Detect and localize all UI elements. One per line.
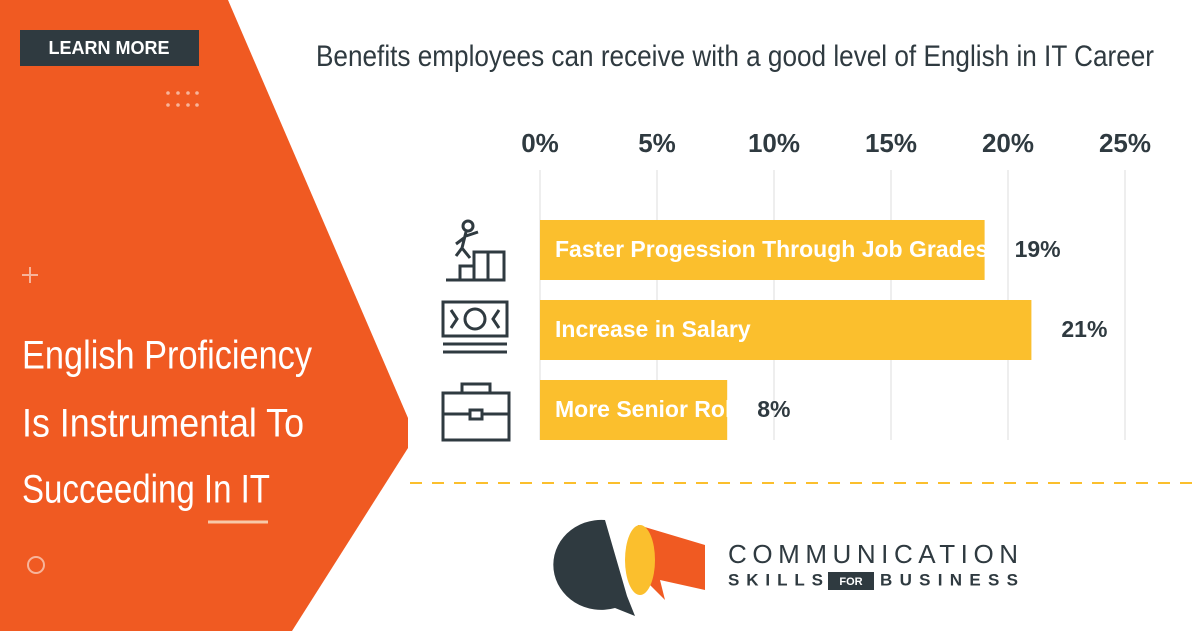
- value-label: 19%: [1015, 236, 1061, 262]
- x-tick-label: 20%: [982, 128, 1034, 158]
- logo-text: COMMUNICATION: [728, 539, 1018, 569]
- x-tick-label: 5%: [638, 128, 676, 158]
- circle-deco: [27, 556, 45, 574]
- value-label: 21%: [1061, 316, 1107, 342]
- headline: Succeeding In IT: [22, 468, 270, 512]
- bar: [540, 380, 728, 440]
- x-tick-label: 10%: [748, 128, 800, 158]
- value-label: 8%: [757, 396, 790, 422]
- bar-label: Faster Progession Through Job Grades: [555, 236, 988, 262]
- bar-label: More Senior Roles: [555, 396, 757, 422]
- bar-label: Increase in Salary: [555, 316, 751, 342]
- dots: [166, 91, 199, 107]
- logo-text: BUSINESS: [880, 570, 1018, 589]
- logo-mark: [553, 519, 705, 616]
- headline: Is Instrumental To: [22, 402, 304, 446]
- money-icon: [441, 300, 509, 354]
- briefcase-icon: [441, 382, 511, 442]
- x-tick-label: 15%: [865, 128, 917, 158]
- learn-more-button[interactable]: [20, 30, 199, 66]
- chart: 0% 5% 10% 15% 20% 25% Faster Progession Throug…: [521, 128, 1151, 440]
- logo-box: [828, 572, 874, 590]
- x-tick-label: 25%: [1099, 128, 1151, 158]
- button-label[interactable]: LEARN MORE: [49, 38, 170, 58]
- bar: [540, 300, 1032, 360]
- x-tick-label: 0%: [521, 128, 559, 158]
- side-panel: [0, 0, 408, 631]
- logo-text: FOR: [839, 576, 862, 588]
- logo-text: SKILLS: [728, 570, 823, 589]
- headline: English Proficiency: [22, 334, 312, 378]
- plus-deco: [22, 267, 38, 283]
- chart-title: Benefits employees can receive with a go…: [316, 40, 1154, 73]
- stairs-icon: [446, 219, 506, 282]
- bar: [540, 220, 985, 280]
